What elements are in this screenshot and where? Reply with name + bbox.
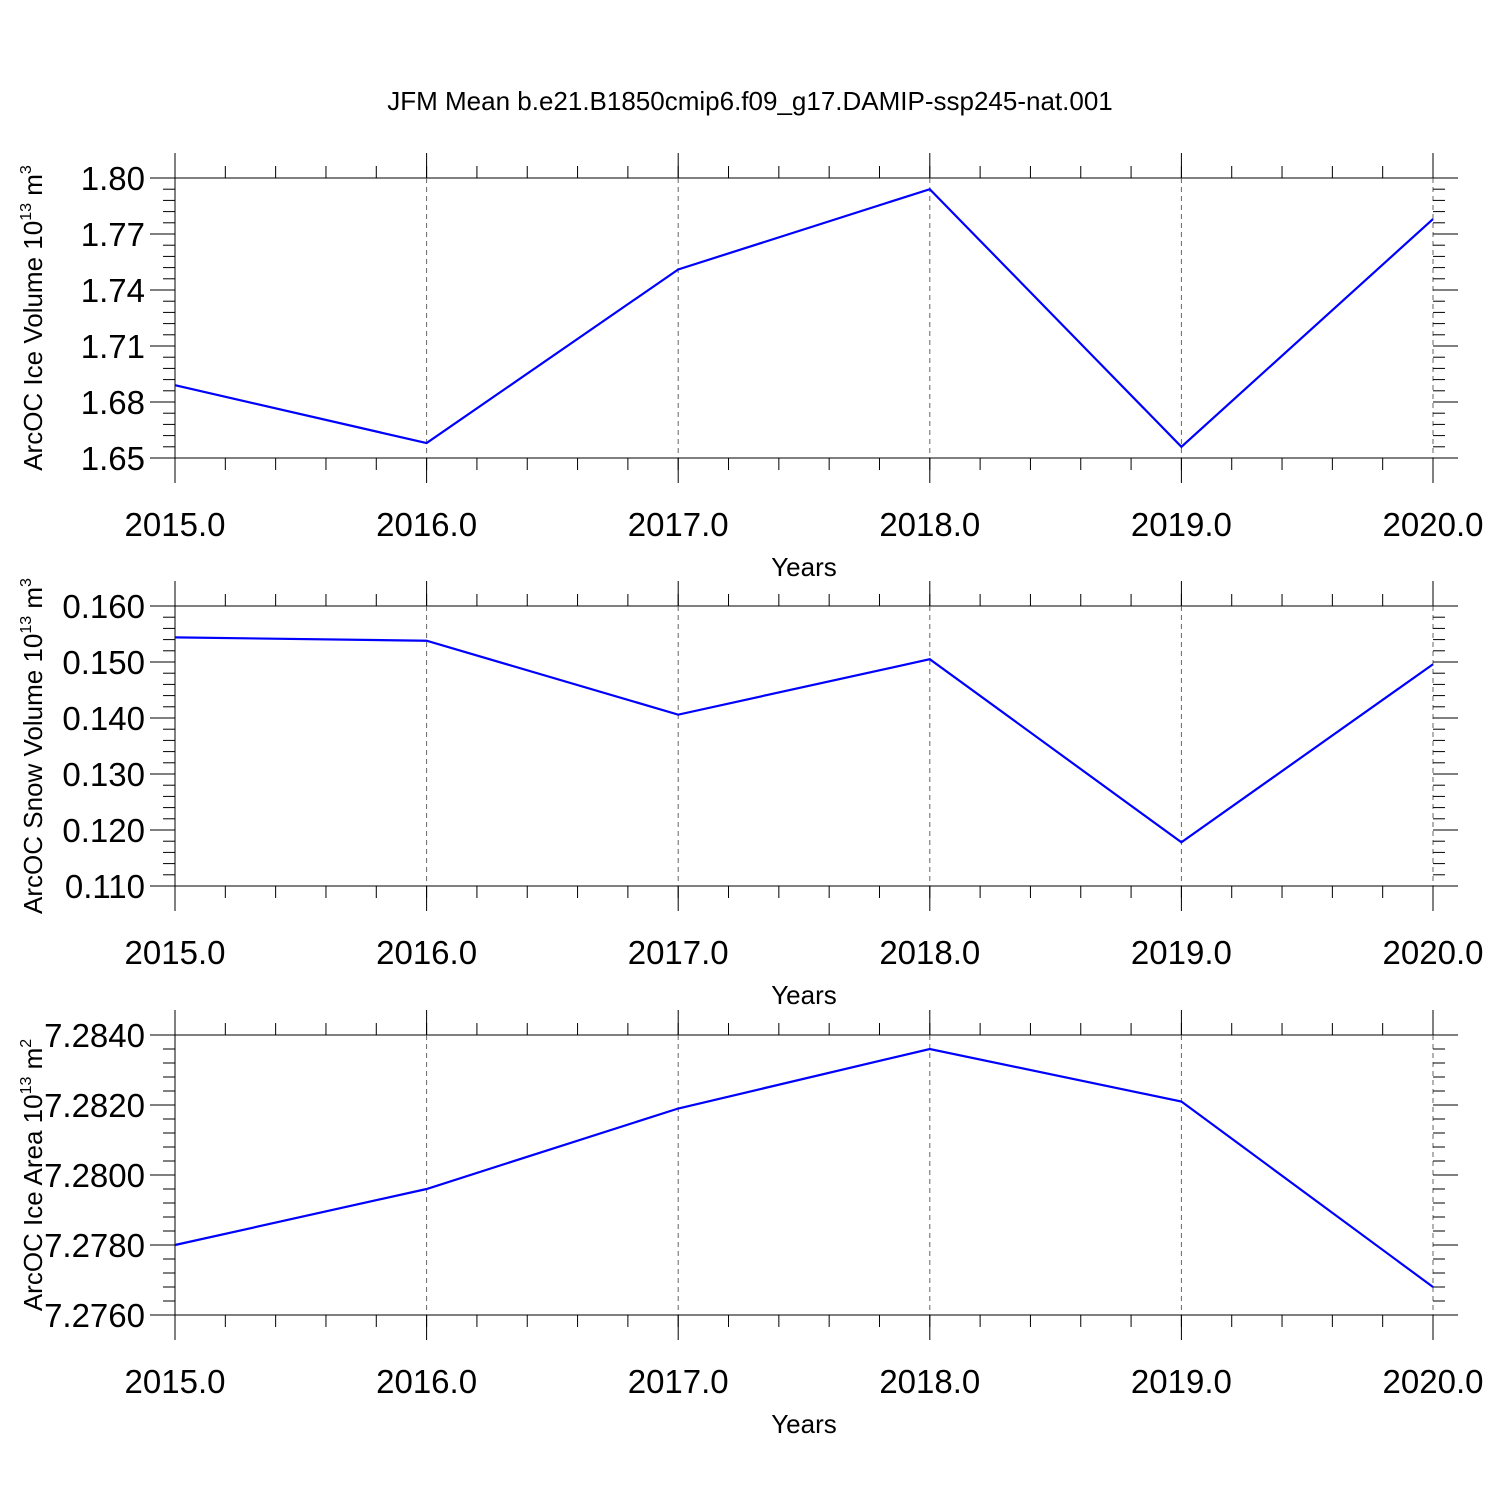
y-tick-label: 0.130 [62, 756, 145, 793]
x-tick-label: 2017.0 [628, 506, 729, 543]
y-tick-label: 1.77 [81, 216, 145, 253]
x-tick-label: 2019.0 [1131, 506, 1232, 543]
x-tick-label: 2017.0 [628, 1363, 729, 1400]
x-tick-label: 2015.0 [125, 1363, 226, 1400]
x-tick-label: 2016.0 [376, 934, 477, 971]
y-axis-label-superscript: 3 [18, 578, 35, 587]
y-axis-label-superscript: 2 [18, 1039, 35, 1048]
x-axis-label: Years [771, 980, 837, 1010]
x-tick-label: 2019.0 [1131, 1363, 1232, 1400]
y-axis-label-part: m [18, 174, 48, 203]
y-tick-label: 1.71 [81, 328, 145, 365]
x-tick-label: 2018.0 [879, 506, 980, 543]
y-axis-label: ArcOC Ice Volume 1013 m3 [18, 165, 48, 471]
y-tick-label: 7.2820 [44, 1087, 145, 1124]
panel-2: 2015.0 2016.0 2017.0 2018.0 2019.0 2020.0 0.11… [18, 578, 1483, 1010]
y-tick-label: 7.2840 [44, 1017, 145, 1054]
y-tick-label: 7.2760 [44, 1297, 145, 1334]
y-axis-label-superscript: 13 [18, 1077, 35, 1095]
x-axis-label: Years [771, 1409, 837, 1439]
y-axis-label-superscript: 3 [18, 165, 35, 174]
x-tick-label: 2016.0 [376, 1363, 477, 1400]
y-tick-label: 0.120 [62, 812, 145, 849]
y-tick-label: 0.110 [65, 868, 145, 905]
x-tick-label: 2016.0 [376, 506, 477, 543]
panel-3: 2015.0 2016.0 2017.0 2018.0 2019.0 2020.0 7.27… [18, 1010, 1483, 1439]
y-axis-label-part: ArcOC Ice Volume 10 [18, 221, 48, 471]
y-axis-label-part: ArcOC Ice Area 10 [18, 1094, 48, 1311]
x-tick-label: 2019.0 [1131, 934, 1232, 971]
x-tick-label: 2020.0 [1383, 506, 1484, 543]
y-tick-label: 1.74 [81, 272, 145, 309]
y-axis-label-part: m [18, 1048, 48, 1077]
y-axis-label-part: m [18, 587, 48, 616]
y-axis-label: ArcOC Snow Volume 1013 m3 [18, 578, 48, 914]
x-tick-label: 2018.0 [879, 934, 980, 971]
panels: 2015.0 2016.0 2017.0 2018.0 2019.0 2020.0 1.65… [18, 153, 1483, 1439]
x-tick-label: 2015.0 [125, 506, 226, 543]
x-tick-label: 2020.0 [1383, 934, 1484, 971]
x-tick-label: 2018.0 [879, 1363, 980, 1400]
x-tick-label: 2017.0 [628, 934, 729, 971]
y-tick-label: 0.150 [62, 644, 145, 681]
x-tick-label: 2015.0 [125, 934, 226, 971]
y-tick-label: 1.65 [81, 440, 145, 477]
y-axis-label-superscript: 13 [18, 616, 35, 634]
y-tick-label: 0.160 [62, 588, 145, 625]
x-tick-label: 2020.0 [1383, 1363, 1484, 1400]
series-line [174, 1047, 1434, 1288]
panel-1: 2015.0 2016.0 2017.0 2018.0 2019.0 2020.0 1.65… [18, 153, 1483, 582]
y-tick-label: 0.140 [62, 700, 145, 737]
y-tick-label: 1.68 [81, 384, 145, 421]
x-axis-label: Years [771, 552, 837, 582]
y-tick-label: 1.80 [81, 160, 145, 197]
y-axis-label-superscript: 13 [18, 203, 35, 221]
figure-title: JFM Mean b.e21.B1850cmip6.f09_g17.DAMIP-… [387, 86, 1113, 116]
y-axis-label: ArcOC Ice Area 1013 m2 [18, 1039, 48, 1311]
series-line [174, 636, 1434, 844]
y-tick-label: 7.2780 [44, 1227, 145, 1264]
series-line [174, 187, 1434, 449]
y-tick-label: 7.2800 [44, 1157, 145, 1194]
y-axis-label-part: ArcOC Snow Volume 10 [18, 634, 48, 914]
